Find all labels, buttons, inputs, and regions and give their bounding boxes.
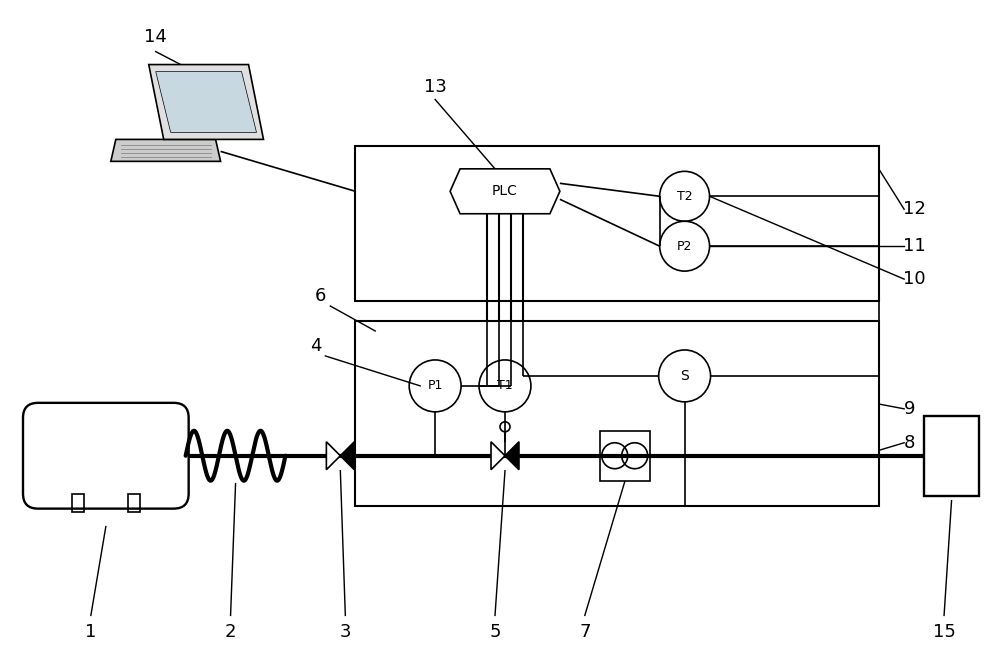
Bar	[600, 431, 650, 481]
Text: S: S	[680, 369, 689, 383]
Polygon shape	[340, 442, 354, 470]
Text: 12: 12	[903, 200, 926, 218]
Polygon shape	[156, 71, 257, 132]
Text: 7: 7	[579, 623, 591, 641]
Bar	[924, 416, 979, 496]
Bar	[128, 494, 140, 512]
Text: 8: 8	[903, 434, 915, 451]
Polygon shape	[111, 139, 221, 161]
Bar	[355, 146, 879, 301]
Text: 14: 14	[144, 28, 167, 46]
Polygon shape	[326, 442, 340, 470]
Polygon shape	[149, 65, 263, 139]
Text: 6: 6	[315, 287, 326, 305]
Bar	[72, 494, 84, 512]
Text: P2: P2	[677, 240, 692, 253]
Text: 9: 9	[903, 400, 915, 418]
Text: 5: 5	[489, 623, 501, 641]
Bar	[355, 321, 879, 506]
Text: T1: T1	[497, 379, 513, 393]
Text: 13: 13	[424, 77, 447, 95]
Polygon shape	[505, 442, 519, 470]
Text: 10: 10	[903, 270, 925, 288]
Text: P1: P1	[427, 379, 443, 393]
Text: 2: 2	[225, 623, 236, 641]
Text: 3: 3	[340, 623, 351, 641]
Polygon shape	[491, 442, 505, 470]
Polygon shape	[450, 169, 560, 214]
Text: T2: T2	[677, 190, 692, 203]
Text: 4: 4	[310, 337, 321, 355]
Text: 11: 11	[903, 237, 926, 255]
Text: PLC: PLC	[492, 184, 518, 198]
Text: 15: 15	[933, 623, 956, 641]
Text: 1: 1	[85, 623, 97, 641]
